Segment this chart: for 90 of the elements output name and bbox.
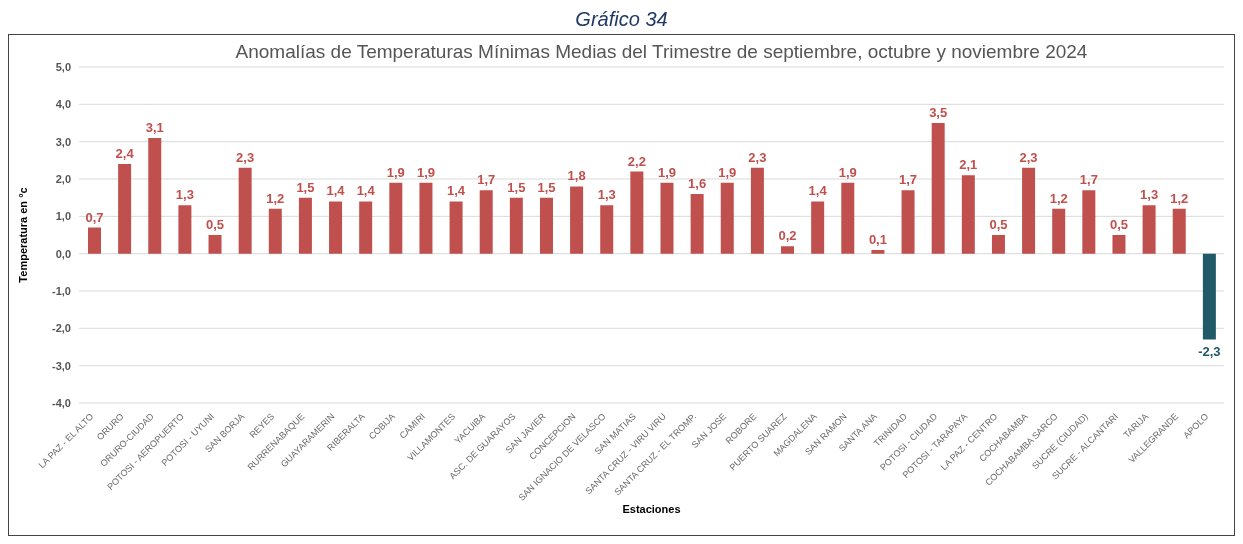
y-tick-label: 3,0 bbox=[55, 135, 71, 148]
bar bbox=[991, 235, 1005, 254]
data-label: 2,1 bbox=[959, 157, 978, 173]
data-label: 2,4 bbox=[115, 146, 135, 162]
bar bbox=[660, 182, 674, 254]
data-label: 1,3 bbox=[175, 187, 194, 203]
bar bbox=[1142, 205, 1156, 254]
bar bbox=[750, 167, 764, 254]
y-axis-title: Temperatura en °c bbox=[16, 187, 29, 283]
bar bbox=[479, 190, 493, 254]
bar bbox=[781, 246, 795, 254]
bar bbox=[148, 137, 162, 254]
bar bbox=[118, 164, 132, 254]
data-label: 1,9 bbox=[416, 164, 435, 180]
y-tick-label: 0,0 bbox=[55, 247, 71, 260]
bar bbox=[389, 182, 403, 254]
data-label: 1,4 bbox=[447, 183, 466, 199]
bar bbox=[570, 186, 584, 254]
data-label: 0,5 bbox=[1109, 217, 1129, 232]
chart-subtitle: Anomalías de Temperaturas Mínimas Medias del Trimestre de septiembre, octubre y noviembre 2024 bbox=[235, 41, 1088, 62]
data-label: 0,2 bbox=[778, 228, 797, 244]
y-tick-label: 5,0 bbox=[55, 60, 71, 73]
bar bbox=[1172, 208, 1186, 254]
data-label: 1,9 bbox=[386, 164, 405, 180]
data-label: 0,1 bbox=[868, 231, 887, 247]
bar bbox=[88, 227, 101, 254]
bar bbox=[1202, 253, 1216, 340]
bar bbox=[901, 190, 915, 254]
bar bbox=[720, 182, 734, 254]
chart-title: Gráfico 34 bbox=[574, 8, 669, 32]
y-tick-label: 4,0 bbox=[55, 98, 71, 111]
y-tick-label: 1,0 bbox=[55, 210, 71, 223]
data-label: 1,2 bbox=[266, 190, 285, 206]
data-label: 1,7 bbox=[477, 172, 496, 188]
data-label: 1,7 bbox=[899, 172, 918, 188]
data-label: 1,4 bbox=[326, 183, 346, 199]
data-label: 1,2 bbox=[1170, 190, 1189, 206]
bar bbox=[1022, 167, 1036, 254]
data-label: 1,5 bbox=[537, 179, 556, 195]
data-label: 2,3 bbox=[236, 149, 255, 165]
bar bbox=[1112, 235, 1126, 254]
data-label: 2,2 bbox=[627, 153, 646, 169]
data-label: 1,9 bbox=[657, 164, 677, 180]
bar bbox=[871, 249, 885, 254]
y-tick-label: -2,0 bbox=[52, 322, 71, 335]
data-label: 2,3 bbox=[1019, 149, 1038, 165]
bar bbox=[961, 175, 975, 254]
data-label: 1,9 bbox=[718, 164, 737, 180]
data-label: 1,5 bbox=[507, 179, 526, 195]
bar bbox=[539, 197, 553, 254]
bar bbox=[811, 201, 825, 254]
bar bbox=[449, 201, 463, 254]
bar bbox=[208, 235, 222, 254]
data-label: 1,3 bbox=[1140, 187, 1159, 203]
y-tick-label: -1,0 bbox=[52, 284, 71, 297]
bar bbox=[419, 182, 433, 254]
data-label: -2,3 bbox=[1198, 343, 1221, 359]
y-tick-label: 2,0 bbox=[55, 172, 71, 185]
data-label: 1,3 bbox=[597, 187, 616, 203]
bar bbox=[1082, 190, 1096, 254]
bar bbox=[630, 171, 644, 254]
data-label: 1,9 bbox=[838, 164, 857, 180]
data-label: 1,6 bbox=[688, 175, 707, 191]
bar bbox=[238, 167, 252, 254]
data-label: 1,7 bbox=[1079, 172, 1098, 188]
bar bbox=[359, 201, 373, 254]
bar bbox=[841, 182, 855, 254]
data-label: 1,8 bbox=[567, 168, 586, 184]
bar bbox=[931, 123, 945, 254]
data-label: 3,5 bbox=[929, 105, 948, 120]
bar bbox=[268, 208, 282, 254]
data-label: 1,5 bbox=[296, 179, 315, 195]
x-axis-title: Estaciones bbox=[622, 503, 681, 515]
bar bbox=[690, 193, 704, 254]
bar bbox=[600, 205, 614, 254]
bar bbox=[329, 201, 343, 254]
data-label: 2,3 bbox=[748, 149, 767, 165]
bar bbox=[178, 205, 192, 254]
y-tick-label: -4,0 bbox=[52, 396, 71, 409]
bar bbox=[298, 197, 312, 254]
y-tick-label: -3,0 bbox=[52, 359, 71, 372]
data-label: 1,4 bbox=[808, 183, 828, 199]
data-label: 1,2 bbox=[1049, 190, 1068, 206]
data-label: 0,5 bbox=[205, 217, 225, 232]
bar bbox=[509, 197, 523, 254]
data-label: 1,4 bbox=[356, 183, 376, 199]
data-label: 0,5 bbox=[989, 217, 1008, 232]
data-label: 0,7 bbox=[85, 209, 104, 225]
data-label: 3,1 bbox=[145, 119, 164, 135]
bar bbox=[1052, 208, 1066, 254]
